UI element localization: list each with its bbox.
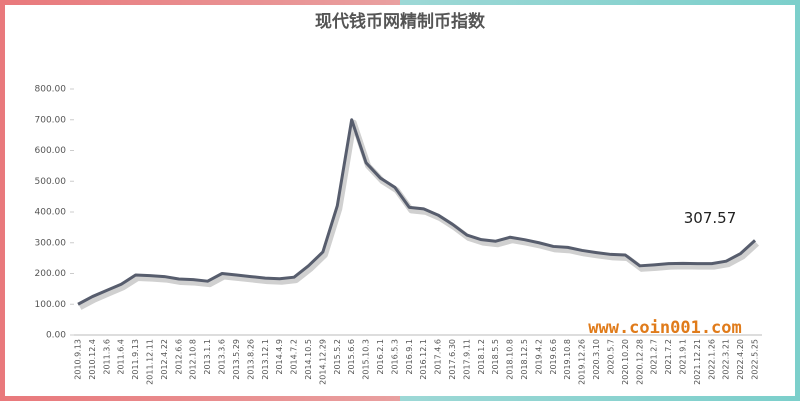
x-tick-label: 2022.3.21: [722, 339, 731, 380]
x-tick-label: 2011.3.6: [102, 339, 111, 375]
x-tick-label: 2016.2.1: [376, 339, 385, 375]
x-tick-label: 2020.5.7: [606, 339, 615, 375]
x-tick-label: 2018.12.5: [520, 339, 529, 380]
x-tick-label: 2014.7.2: [290, 339, 299, 375]
x-tick-label: 2018.10.8: [506, 339, 515, 380]
x-tick-label: 2015.6.6: [347, 339, 356, 375]
x-tick-label: 2018.1.2: [477, 339, 486, 375]
x-tick-label: 2021.12.21: [693, 339, 702, 385]
x-tick-label: 2014.12.29: [318, 339, 327, 385]
x-tick-label: 2019.6.6: [549, 339, 558, 375]
x-tick-label: 2018.5.5: [491, 339, 500, 375]
y-tick-label: 0.00: [46, 331, 66, 341]
x-tick-label: 2012.10.8: [189, 339, 198, 380]
x-tick-label: 2015.10.3: [362, 339, 371, 380]
x-tick-label: 2022.1.26: [707, 339, 716, 380]
y-tick-label: 700.00: [35, 115, 67, 125]
annotation: 307.57: [684, 209, 737, 227]
line-shadow: [78, 119, 760, 310]
x-tick-label: 2016.5.3: [390, 339, 399, 375]
x-tick-label: 2017.4.6: [434, 339, 443, 375]
y-tick-label: 500.00: [35, 177, 67, 187]
x-tick-label: 2014.4.9: [275, 339, 284, 375]
y-tick-label: 400.00: [35, 208, 67, 218]
y-tick-label: 300.00: [35, 238, 67, 248]
y-tick-label: 600.00: [35, 146, 67, 156]
x-tick-label: 2010.12.4: [88, 339, 97, 380]
x-tick-label: 2017.6.30: [448, 339, 457, 380]
x-tick-label: 2013.1.1: [203, 339, 212, 375]
y-tick-label: 800.00: [35, 85, 67, 95]
x-tick-label: 2019.10.8: [563, 339, 572, 380]
x-tick-label: 2020.12.28: [635, 339, 644, 385]
x-tick-label: 2011.12.11: [146, 339, 155, 385]
x-tick-label: 2021.7.2: [664, 339, 673, 375]
x-tick-label: 2013.12.1: [261, 339, 270, 380]
x-tick-label: 2021.2.7: [650, 339, 659, 375]
x-tick-label: 2020.3.10: [592, 339, 601, 380]
x-tick-label: 2011.6.4: [117, 339, 126, 375]
x-tick-label: 2013.8.26: [246, 339, 255, 380]
x-tick-label: 2013.5.29: [232, 339, 241, 380]
y-tick-label: 200.00: [35, 269, 67, 279]
x-tick-label: 2021.9.1: [678, 339, 687, 375]
x-tick-label: 2016.12.1: [419, 339, 428, 380]
x-tick-label: 2017.9.11: [462, 339, 471, 380]
x-tick-label: 2010.9.13: [74, 339, 83, 380]
x-tick-label: 2014.10.5: [304, 339, 313, 380]
x-tick-label: 2022.5.25: [751, 339, 760, 380]
watermark: www.coin001.com: [588, 318, 742, 338]
x-tick-label: 2015.5.2: [333, 339, 342, 375]
x-tick-label: 2012.4.22: [160, 339, 169, 380]
line: [77, 118, 757, 306]
y-tick-label: 100.00: [35, 300, 67, 310]
x-tick-label: 2020.10.20: [621, 339, 630, 385]
x-tick-label: 2019.4.2: [534, 339, 543, 375]
x-tick-label: 2012.6.6: [174, 339, 183, 375]
chart-title: 现代钱币网精制币指数: [315, 11, 486, 32]
x-tick-label: 2011.9.13: [131, 339, 140, 380]
x-tick-label: 2016.9.1: [405, 339, 414, 375]
x-tick-label: 2013.3.6: [218, 339, 227, 375]
x-tick-label: 2019.12.26: [578, 339, 587, 385]
x-tick-label: 2022.4.20: [736, 339, 745, 380]
